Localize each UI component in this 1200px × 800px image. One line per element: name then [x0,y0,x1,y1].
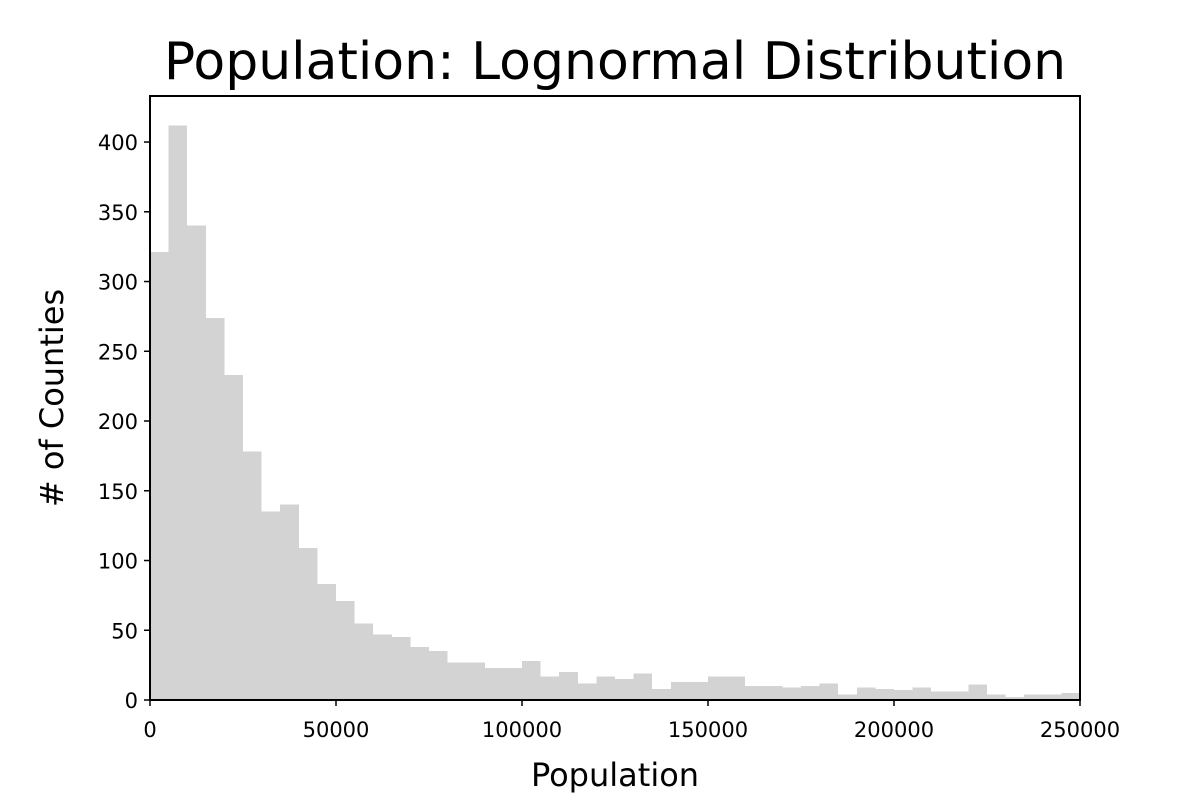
histogram-bar [336,600,355,700]
x-tick-label: 200000 [854,718,934,742]
x-tick-label: 250000 [1040,718,1120,742]
histogram-bar [298,547,318,700]
histogram-bar [670,681,690,700]
histogram-bar [1005,697,1025,700]
y-tick-label: 400 [98,131,138,155]
histogram-bar [261,511,281,700]
histogram-bar [466,662,485,700]
histogram-bar [689,681,708,700]
histogram-bar [429,651,448,700]
x-axis-ticks: 0 50000 100000 150000 200000 250000 [143,700,1120,742]
x-tick-label: 50000 [303,718,370,742]
histogram-bar [745,686,764,700]
x-axis-label: Population [531,756,699,794]
y-tick-label: 200 [98,410,138,434]
histogram-bar [522,660,541,700]
histogram-bar [949,691,969,700]
x-tick-label: 150000 [668,718,748,742]
histogram-bar [1061,693,1080,700]
y-tick-label: 300 [98,271,138,295]
histogram-bar [763,686,783,700]
y-tick-label: 250 [98,340,138,364]
histogram-bar [391,637,411,700]
bars-group [150,125,1080,700]
histogram-bar [875,688,894,700]
histogram-bar [484,667,504,700]
histogram-bar [615,679,634,700]
x-tick-label: 100000 [482,718,562,742]
histogram-bar [224,374,243,700]
histogram-bar [726,676,746,700]
histogram-bar [447,662,467,700]
histogram-bar [317,584,336,700]
histogram-bar [577,683,597,700]
histogram-bar [819,683,839,700]
histogram-bar [503,667,522,700]
histogram-bar [150,252,169,700]
histogram-bar [354,623,374,700]
histogram-bar [1024,694,1043,700]
histogram-bar [187,225,206,700]
y-axis-ticks: 0 50 100 150 200 250 300 350 400 [98,131,150,713]
histogram-bar [987,694,1006,700]
y-axis-label: # of Counties [33,289,71,507]
histogram-bar [280,504,299,700]
histogram-bar [894,690,913,700]
histogram-bar [596,676,615,700]
y-tick-label: 0 [125,689,138,713]
histogram-bar [633,673,653,700]
x-tick-label: 0 [143,718,156,742]
histogram-bar [205,317,225,700]
y-tick-label: 50 [111,619,138,643]
histogram-bar [373,634,392,700]
histogram-bar [856,687,876,700]
histogram-bar [801,686,820,700]
histogram-bar [652,688,671,700]
histogram-bar [168,125,188,700]
histogram-bar [838,694,857,700]
histogram-bar [540,676,560,700]
histogram-bar [1042,694,1062,700]
histogram-bar [931,691,950,700]
histogram-bar [912,687,932,700]
y-tick-label: 350 [98,201,138,225]
y-tick-label: 150 [98,480,138,504]
histogram-bar [708,676,727,700]
histogram-bar [243,451,262,700]
histogram-bar [410,646,429,700]
plot-frame [149,95,1081,701]
y-tick-label: 100 [98,550,138,574]
histogram-bar [559,672,578,700]
histogram-bar [968,684,987,700]
histogram-bar [782,687,801,700]
chart-title: Population: Lognormal Distribution [164,32,1066,92]
